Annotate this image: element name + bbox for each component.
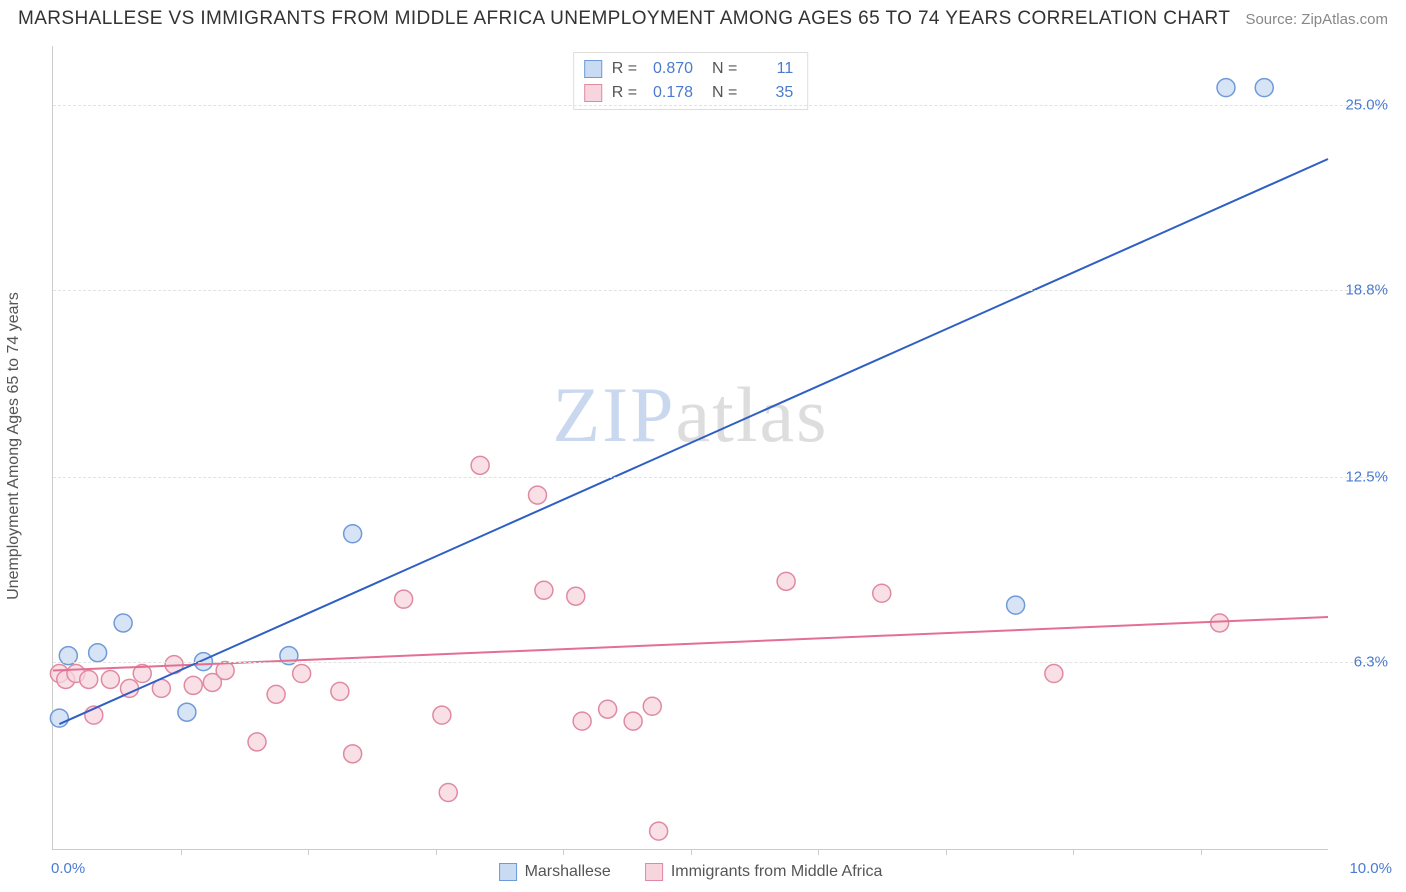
plot-area: ZIPatlas R = 0.870 N = 11 R = 0.178 N = … [52,46,1328,850]
x-tick [946,849,947,855]
data-point [433,706,451,724]
scatter-plot-svg [53,46,1328,849]
legend-r-value-1: 0.178 [647,81,693,105]
data-point [439,783,457,801]
y-tick-label: 18.8% [1332,281,1388,298]
legend-r-value-0: 0.870 [647,57,693,81]
data-point [535,581,553,599]
data-point [80,670,98,688]
legend-series: Marshallese Immigrants from Middle Afric… [499,863,883,881]
x-tick [181,849,182,855]
y-axis-label: Unemployment Among Ages 65 to 74 years [5,292,23,600]
y-tick-label: 25.0% [1332,97,1388,114]
data-point [643,697,661,715]
legend-n-value-0: 11 [747,57,793,81]
legend-correlation: R = 0.870 N = 11 R = 0.178 N = 35 [573,52,809,110]
x-tick [308,849,309,855]
data-point [624,712,642,730]
data-point [599,700,617,718]
x-tick [436,849,437,855]
data-point [293,665,311,683]
data-point [101,670,119,688]
plot-wrap: ZIPatlas R = 0.870 N = 11 R = 0.178 N = … [52,46,1388,850]
data-point [395,590,413,608]
data-point [777,572,795,590]
x-axis-min-label: 0.0% [51,860,85,877]
trend-line [59,159,1328,724]
legend-n-label: N = [703,81,737,105]
source-label: Source: ZipAtlas.com [1245,11,1388,28]
data-point [573,712,591,730]
grid-line [53,662,1388,663]
data-point [1255,79,1273,97]
x-tick [1073,849,1074,855]
data-point [1007,596,1025,614]
data-point [344,745,362,763]
data-point [650,822,668,840]
data-point [114,614,132,632]
data-point [331,682,349,700]
x-tick [691,849,692,855]
legend-r-label: R = [612,81,637,105]
y-tick-label: 12.5% [1332,469,1388,486]
legend-item-series-0: Marshallese [499,863,611,881]
swatch-series-1 [584,84,602,102]
chart-title: MARSHALLESE VS IMMIGRANTS FROM MIDDLE AF… [18,8,1230,30]
grid-line [53,477,1388,478]
data-point [567,587,585,605]
data-point [1211,614,1229,632]
data-point [184,676,202,694]
data-point [1045,665,1063,683]
legend-n-value-1: 35 [747,81,793,105]
data-point [50,709,68,727]
grid-line [53,290,1388,291]
legend-row-series-0: R = 0.870 N = 11 [584,57,794,81]
x-tick [818,849,819,855]
data-point [178,703,196,721]
legend-label-series-0: Marshallese [525,863,611,881]
legend-item-series-1: Immigrants from Middle Africa [645,863,883,881]
data-point [1217,79,1235,97]
data-point [248,733,266,751]
data-point [873,584,891,602]
swatch-series-0 [499,863,517,881]
data-point [267,685,285,703]
legend-r-label: R = [612,57,637,81]
data-point [344,525,362,543]
swatch-series-0 [584,60,602,78]
swatch-series-1 [645,863,663,881]
legend-n-label: N = [703,57,737,81]
legend-label-series-1: Immigrants from Middle Africa [671,863,883,881]
data-point [471,456,489,474]
y-tick-label: 6.3% [1332,653,1388,670]
data-point [89,644,107,662]
data-point [529,486,547,504]
x-tick [1201,849,1202,855]
header-bar: MARSHALLESE VS IMMIGRANTS FROM MIDDLE AF… [0,0,1406,34]
x-tick [563,849,564,855]
legend-row-series-1: R = 0.178 N = 35 [584,81,794,105]
x-axis-max-label: 10.0% [1349,860,1392,877]
grid-line [53,105,1388,106]
